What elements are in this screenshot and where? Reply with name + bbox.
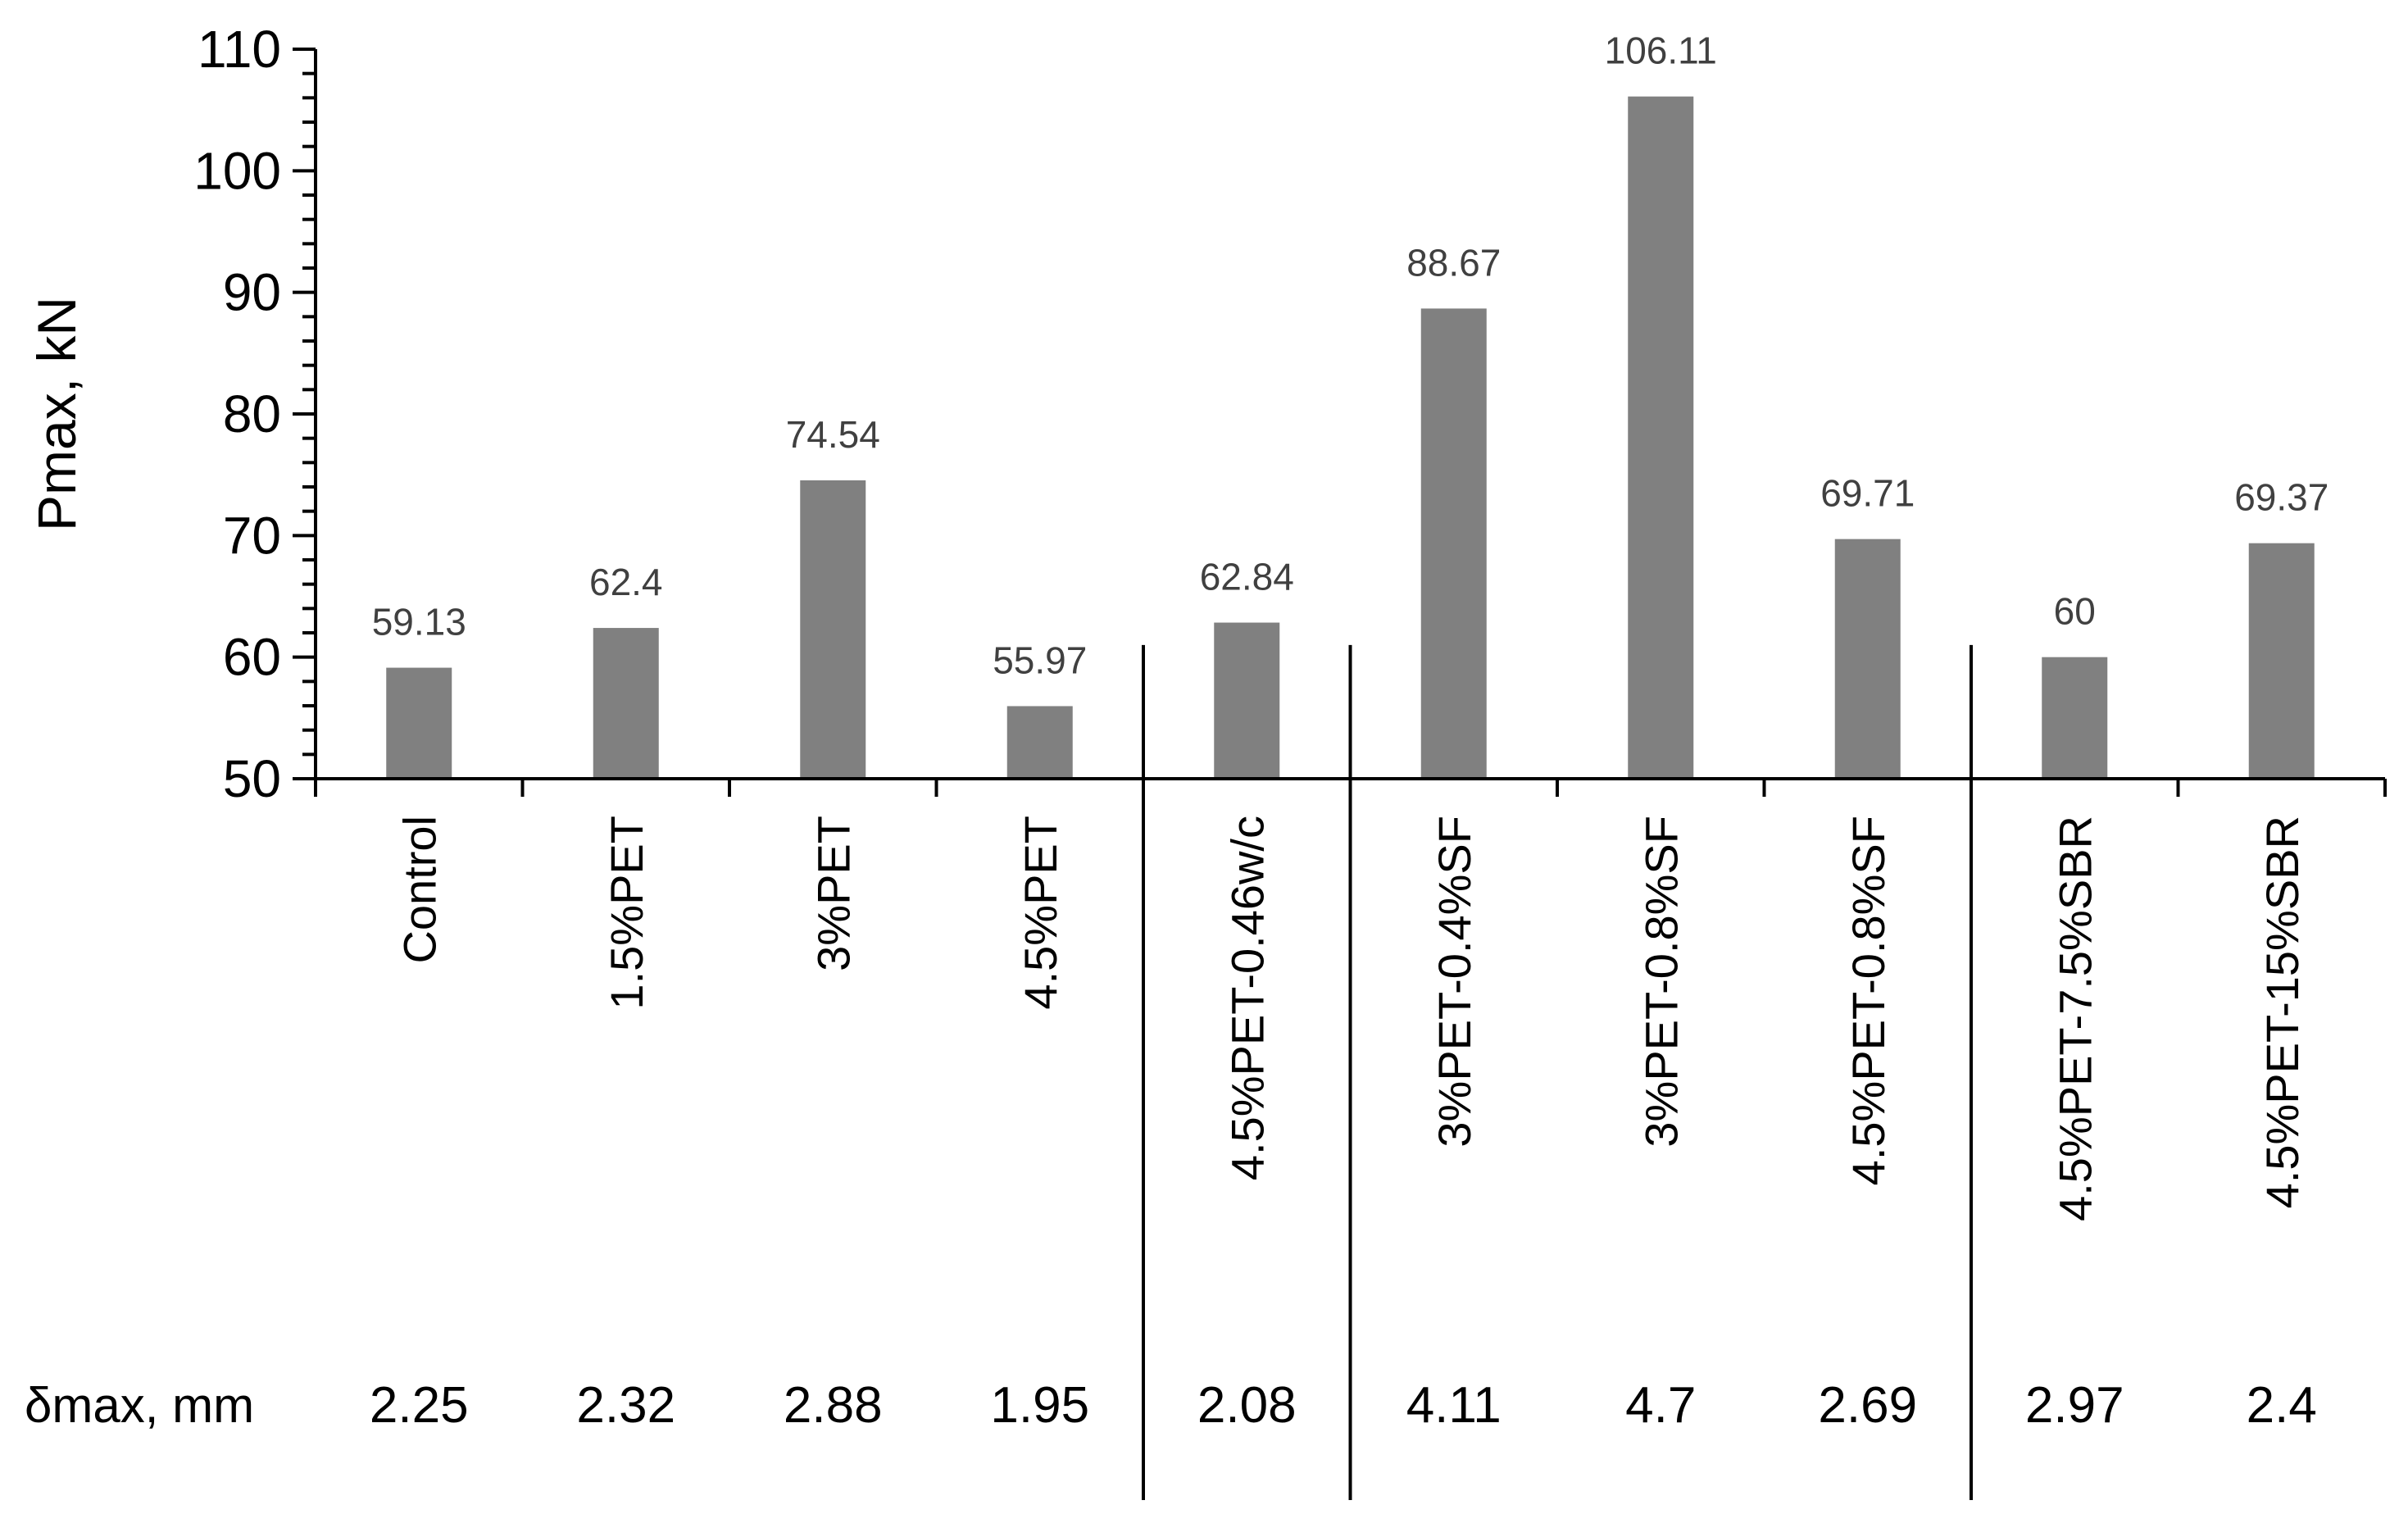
delta-max-value-4: 2.08 (1197, 1377, 1297, 1434)
data-labels-group: 59.13 62.4 74.54 55.97 62.84 88.67 106.11 69.71… (372, 30, 2329, 682)
delta-max-value-1: 2.32 (576, 1377, 675, 1434)
y-tick-label-90: 90 (223, 263, 281, 322)
bar-5 (1420, 308, 1487, 779)
category-label-9: 4.5%PET-15%SBR (2256, 816, 2308, 1208)
y-tick-label-80: 80 (223, 384, 281, 443)
bar-3 (1006, 706, 1073, 779)
category-label-6: 3%PET-0.8%SF (1635, 816, 1687, 1148)
category-labels-group: Control 1.5%PET 3%PET 4.5%PET 4.5%PET-0.46w/… (393, 816, 2308, 1221)
delta-max-label: δmax, mm (25, 1378, 254, 1433)
bar-6 (1628, 96, 1694, 780)
delta-max-row: δmax, mm 2.25 2.32 2.88 1.95 2.08 4.11 4.7 2.69… (25, 1377, 2317, 1434)
y-tick-label-110: 110 (198, 20, 281, 79)
bar-8 (2042, 657, 2108, 779)
delta-max-value-0: 2.25 (370, 1377, 469, 1434)
delta-max-value-5: 4.11 (1406, 1377, 1502, 1434)
group-separators (1142, 644, 1973, 1500)
y-tick-label-60: 60 (223, 628, 281, 687)
data-label-8: 60 (2054, 590, 2096, 633)
data-label-3: 55.97 (993, 639, 1087, 681)
bar-4 (1214, 622, 1280, 779)
data-label-4: 62.84 (1200, 556, 1294, 598)
data-label-6: 106.11 (1605, 30, 1717, 72)
data-label-9: 69.37 (2234, 476, 2328, 519)
delta-max-value-7: 2.69 (1818, 1377, 1917, 1434)
delta-max-value-2: 2.88 (784, 1377, 883, 1434)
bar-7 (1834, 539, 1901, 779)
delta-max-value-6: 4.7 (1625, 1377, 1696, 1434)
delta-max-value-3: 1.95 (990, 1377, 1089, 1434)
data-label-2: 74.54 (786, 413, 880, 456)
data-label-1: 62.4 (589, 561, 663, 603)
y-tick-label-100: 100 (193, 141, 281, 200)
delta-max-value-8: 2.97 (2025, 1377, 2124, 1434)
category-label-0: Control (393, 816, 445, 964)
category-label-3: 4.5%PET (1015, 816, 1066, 1010)
category-label-2: 3%PET (807, 816, 859, 971)
category-label-1: 1.5%PET (601, 816, 652, 1010)
delta-max-value-9: 2.4 (2247, 1377, 2317, 1434)
y-axis: 50 60 70 80 90 100 110 (193, 20, 317, 808)
y-tick-label-50: 50 (223, 749, 281, 808)
category-label-5: 3%PET-0.4%SF (1429, 816, 1480, 1148)
bar-2 (800, 480, 866, 779)
category-label-8: 4.5%PET-7.5%SBR (2049, 816, 2101, 1221)
data-label-5: 88.67 (1406, 241, 1501, 284)
y-axis-title: Pmax, kN (26, 297, 87, 531)
data-label-0: 59.13 (372, 601, 466, 643)
y-tick-label-70: 70 (223, 506, 281, 565)
bar-0 (386, 667, 452, 779)
data-label-7: 69.71 (1820, 472, 1915, 515)
bar-9 (2248, 543, 2315, 779)
bar-1 (593, 628, 659, 779)
category-label-4: 4.5%PET-0.46w/c (1221, 816, 1273, 1180)
category-label-7: 4.5%PET-0.8%SF (1842, 816, 1894, 1185)
bars-group (386, 96, 2315, 780)
